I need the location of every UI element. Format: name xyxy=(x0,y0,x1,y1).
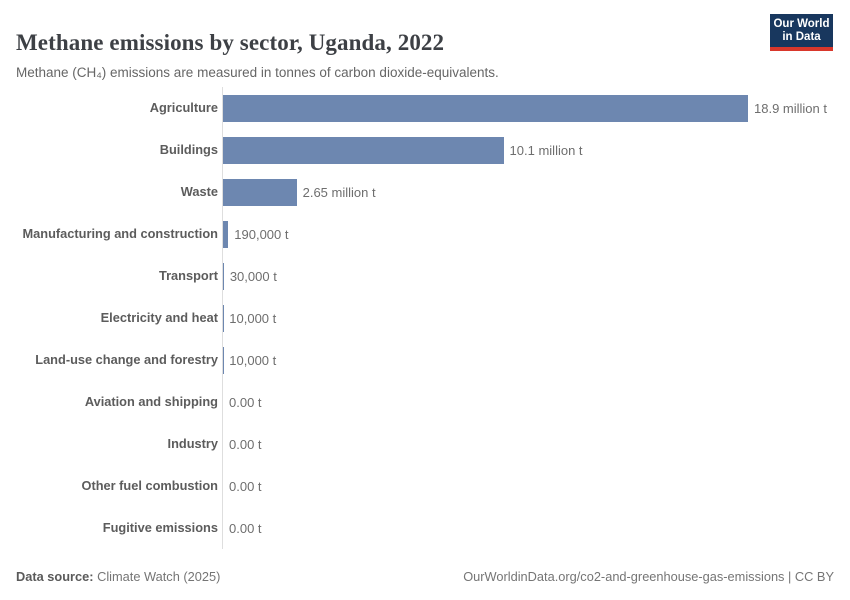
bar-area: 2.65 million t xyxy=(223,178,834,206)
chart-row: Aviation and shipping 0.00 t xyxy=(16,381,834,423)
data-source-label: Data source: xyxy=(16,569,94,584)
bar[interactable] xyxy=(223,94,748,122)
value-label: 0.00 t xyxy=(229,436,262,452)
bar[interactable] xyxy=(223,220,229,248)
chart-row: Manufacturing and construction 190,000 t xyxy=(16,213,834,255)
value-label: 190,000 t xyxy=(234,226,289,242)
chart-row: Fugitive emissions 0.00 t xyxy=(16,507,834,549)
y-axis-line xyxy=(222,87,223,549)
category-label: Other fuel combustion xyxy=(81,477,218,493)
bar-area: 18.9 million t xyxy=(223,94,834,122)
value-label: 10,000 t xyxy=(229,352,277,368)
bar[interactable] xyxy=(223,178,297,206)
data-source: Data source: Climate Watch (2025) xyxy=(16,569,220,584)
chart-row: Transport 30,000 t xyxy=(16,255,834,297)
category-label: Waste xyxy=(180,183,218,199)
bar-area: 0.00 t xyxy=(223,515,834,542)
bar-chart: Agriculture 18.9 million t Buildings 10.1 m… xyxy=(16,87,834,549)
bar-area: 0.00 t xyxy=(223,389,834,416)
value-label: 2.65 million t xyxy=(302,184,376,200)
bar-area: 10,000 t xyxy=(223,346,834,374)
value-label: 18.9 million t xyxy=(754,100,827,116)
bar-area: 30,000 t xyxy=(223,262,834,290)
value-label: 10.1 million t xyxy=(509,142,583,158)
bar-area: 10,000 t xyxy=(223,304,834,332)
bar[interactable] xyxy=(223,136,504,164)
category-label: Land-use change and forestry xyxy=(35,351,218,367)
value-label: 0.00 t xyxy=(229,478,262,494)
bar-area: 0.00 t xyxy=(223,431,834,458)
data-source-value: Climate Watch (2025) xyxy=(97,569,221,584)
bar-area: 0.00 t xyxy=(223,473,834,500)
bar-area: 190,000 t xyxy=(223,220,834,248)
category-label: Manufacturing and construction xyxy=(22,225,218,241)
owid-logo-line1: Our World xyxy=(773,18,830,30)
category-label: Buildings xyxy=(159,141,218,157)
value-label: 0.00 t xyxy=(229,394,262,410)
value-label: 0.00 t xyxy=(229,520,262,536)
category-label: Aviation and shipping xyxy=(84,393,218,409)
chart-title: Methane emissions by sector, Uganda, 202… xyxy=(16,30,445,56)
chart-row: Agriculture 18.9 million t xyxy=(16,87,834,129)
value-label: 10,000 t xyxy=(229,310,277,326)
category-label: Industry xyxy=(167,435,218,451)
bar[interactable] xyxy=(223,262,224,290)
bar-area: 10.1 million t xyxy=(223,136,834,164)
owid-logo-line2: in Data xyxy=(782,31,821,43)
owid-logo[interactable]: Our World in Data xyxy=(770,14,833,51)
chart-row: Electricity and heat 10,000 t xyxy=(16,297,834,339)
chart-row: Waste 2.65 million t xyxy=(16,171,834,213)
category-label: Electricity and heat xyxy=(100,309,218,325)
rights-note: OurWorldinData.org/co2-and-greenhouse-ga… xyxy=(463,569,834,584)
category-label: Agriculture xyxy=(149,99,218,115)
chart-row: Industry 0.00 t xyxy=(16,423,834,465)
chart-subtitle: Methane (CH₄) emissions are measured in … xyxy=(16,64,499,80)
chart-row: Land-use change and forestry 10,000 t xyxy=(16,339,834,381)
chart-row: Other fuel combustion 0.00 t xyxy=(16,465,834,507)
chart-footer: Data source: Climate Watch (2025) OurWor… xyxy=(16,569,834,584)
category-label: Transport xyxy=(158,267,218,283)
chart-rows: Agriculture 18.9 million t Buildings 10.1 m… xyxy=(16,87,834,549)
category-label: Fugitive emissions xyxy=(102,519,218,535)
chart-row: Buildings 10.1 million t xyxy=(16,129,834,171)
value-label: 30,000 t xyxy=(229,268,277,284)
